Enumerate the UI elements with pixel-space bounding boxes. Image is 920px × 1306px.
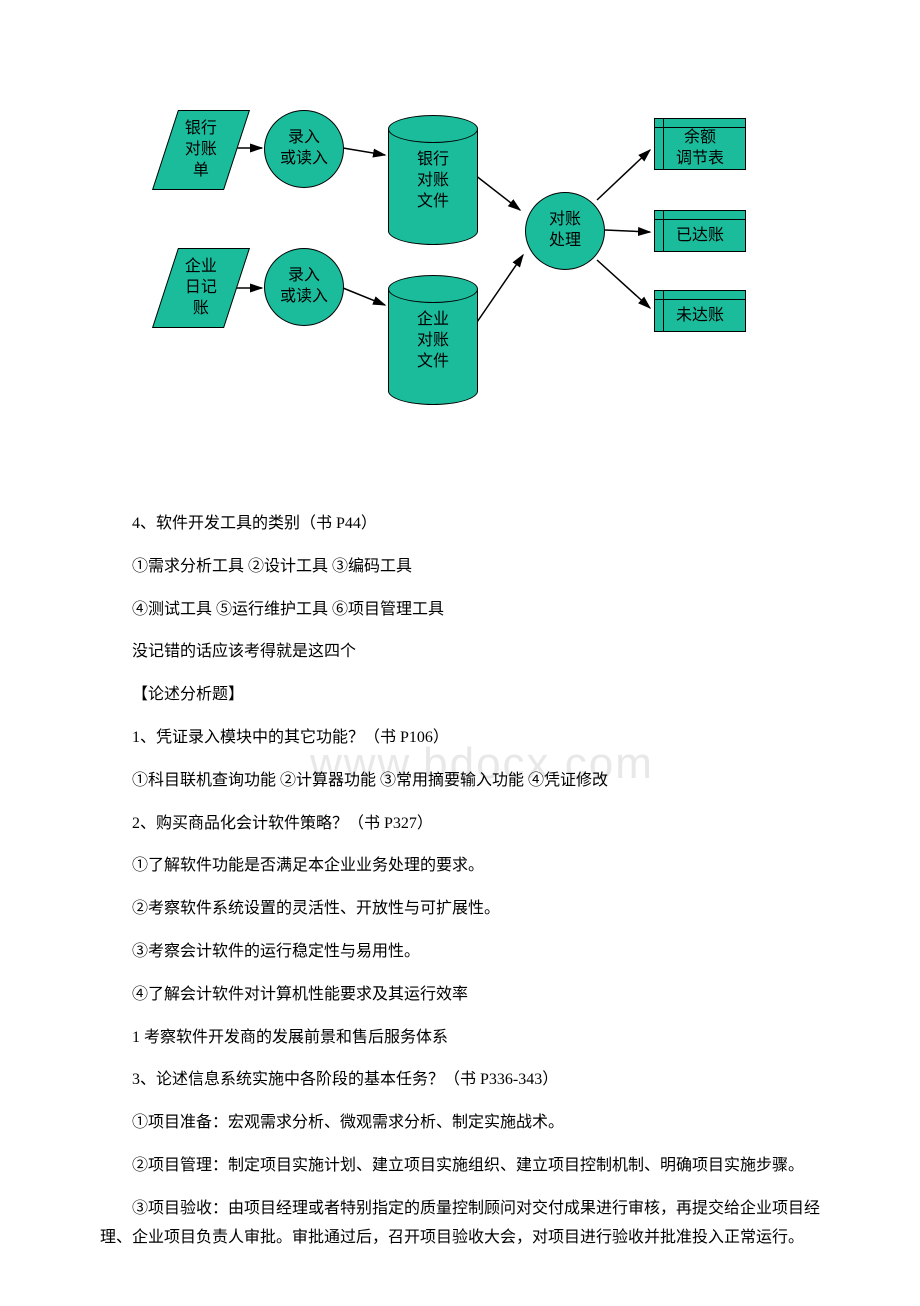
para: 【论述分析题】 <box>100 681 820 710</box>
para: ③考察会计软件的运行稳定性与易用性。 <box>100 938 820 967</box>
node-label: 对账处理 <box>549 210 581 252</box>
flow-diagram: 银行对账单 企业日记账 录入或读入 录入或读入 银行对账文件 企业对账文件 对账… <box>0 80 920 510</box>
para: ③项目验收：由项目经理或者特别指定的质量控制顾问对交付成果进行审核，再提交给企业… <box>100 1195 820 1253</box>
node-input-2: 录入或读入 <box>264 248 344 326</box>
node-label: 银行对账文件 <box>388 150 478 212</box>
node-balance-sheet: 余额调节表 <box>654 118 746 170</box>
para: ①项目准备：宏观需求分析、微观需求分析、制定实施战术。 <box>100 1109 820 1138</box>
para: 2、购买商品化会计软件策略？（书 P327） <box>100 810 820 839</box>
para: 没记错的话应该考得就是这四个 <box>100 638 820 667</box>
node-enterprise-file: 企业对账文件 <box>388 275 478 405</box>
node-label: 录入或读入 <box>280 266 328 308</box>
para: 3、论述信息系统实施中各阶段的基本任务？（书 P336-343） <box>100 1066 820 1095</box>
para: ①科目联机查询功能 ②计算器功能 ③常用摘要输入功能 ④凭证修改 <box>100 767 820 796</box>
node-matched: 已达账 <box>654 210 746 252</box>
node-bank-file: 银行对账文件 <box>388 115 478 245</box>
node-unmatched: 未达账 <box>654 290 746 332</box>
node-label: 企业对账文件 <box>388 310 478 372</box>
para: ①了解软件功能是否满足本企业业务处理的要求。 <box>100 852 820 881</box>
para: ②考察软件系统设置的灵活性、开放性与可扩展性。 <box>100 895 820 924</box>
page: 银行对账单 企业日记账 录入或读入 录入或读入 银行对账文件 企业对账文件 对账… <box>0 80 920 1306</box>
para: 4、软件开发工具的类别（书 P44） <box>100 510 820 539</box>
para: ②项目管理：制定项目实施计划、建立项目实施组织、建立项目控制机制、明确项目实施步… <box>100 1152 820 1181</box>
node-label: 银行对账单 <box>185 119 217 181</box>
para: 1 考察软件开发商的发展前景和售后服务体系 <box>100 1024 820 1053</box>
para: ④测试工具 ⑤运行维护工具 ⑥项目管理工具 <box>100 596 820 625</box>
node-label: 未达账 <box>676 306 724 327</box>
document-body: 4、软件开发工具的类别（书 P44） ①需求分析工具 ②设计工具 ③编码工具 ④… <box>0 510 920 1306</box>
node-label: 已达账 <box>676 226 724 247</box>
node-input-1: 录入或读入 <box>264 110 344 188</box>
node-label: 余额调节表 <box>676 128 724 170</box>
para: ①需求分析工具 ②设计工具 ③编码工具 <box>100 553 820 582</box>
node-label: 录入或读入 <box>280 128 328 170</box>
para: 1、凭证录入模块中的其它功能？（书 P106） <box>100 724 820 753</box>
node-reconcile: 对账处理 <box>525 192 605 270</box>
para: ④了解会计软件对计算机性能要求及其运行效率 <box>100 981 820 1010</box>
node-label: 企业日记账 <box>185 257 217 319</box>
